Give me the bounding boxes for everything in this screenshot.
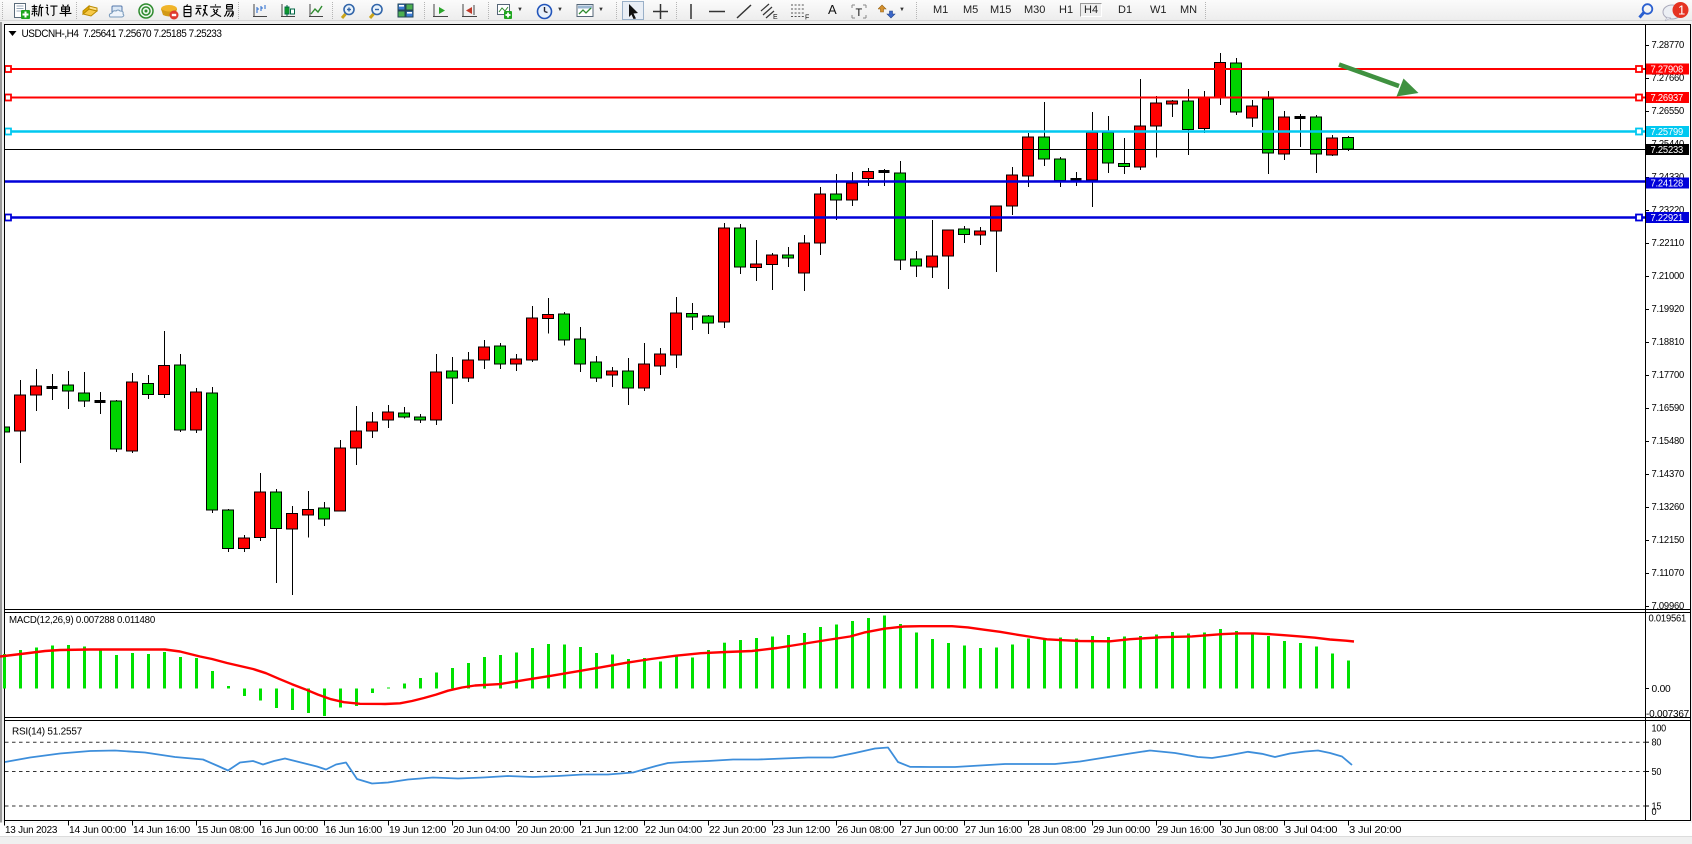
- svg-text:20 Jun 04:00: 20 Jun 04:00: [453, 825, 511, 836]
- svg-text:RSI(14) 51.2557: RSI(14) 51.2557: [12, 727, 83, 738]
- svg-text:16 Jun 00:00: 16 Jun 00:00: [261, 825, 319, 836]
- svg-text:3 Jul 20:00: 3 Jul 20:00: [1349, 825, 1402, 836]
- svg-text:0: 0: [1652, 807, 1658, 818]
- svg-text:7.12150: 7.12150: [1652, 535, 1685, 546]
- svg-text:7.19920: 7.19920: [1652, 304, 1685, 315]
- svg-text:7.15480: 7.15480: [1652, 436, 1685, 447]
- svg-text:27 Jun 00:00: 27 Jun 00:00: [901, 825, 959, 836]
- svg-text:E: E: [773, 14, 778, 20]
- svg-text:7.13260: 7.13260: [1652, 502, 1685, 513]
- svg-text:7.22110: 7.22110: [1652, 238, 1685, 249]
- svg-text:7.25799: 7.25799: [1651, 127, 1684, 138]
- svg-text:29 Jun 16:00: 29 Jun 16:00: [1157, 825, 1215, 836]
- svg-text:F: F: [805, 15, 809, 21]
- svg-text:T: T: [856, 7, 863, 19]
- svg-text:27 Jun 16:00: 27 Jun 16:00: [965, 825, 1023, 836]
- svg-text:7.27660: 7.27660: [1652, 73, 1685, 84]
- svg-text:50: 50: [1652, 767, 1662, 778]
- svg-text:7.14370: 7.14370: [1652, 469, 1685, 480]
- svg-text:7.09960: 7.09960: [1652, 601, 1685, 612]
- svg-text:7.22921: 7.22921: [1651, 213, 1684, 224]
- svg-text:0.00: 0.00: [1652, 684, 1672, 695]
- svg-text:80: 80: [1652, 738, 1662, 749]
- svg-text:100: 100: [1652, 723, 1667, 734]
- svg-text:7.26937: 7.26937: [1651, 93, 1684, 104]
- svg-text:15 Jun 08:00: 15 Jun 08:00: [197, 825, 255, 836]
- svg-text:26 Jun 08:00: 26 Jun 08:00: [837, 825, 895, 836]
- svg-text:7.21000: 7.21000: [1652, 271, 1685, 282]
- svg-text:7.16590: 7.16590: [1652, 403, 1685, 414]
- svg-text:22 Jun 04:00: 22 Jun 04:00: [645, 825, 703, 836]
- svg-text:7.28770: 7.28770: [1652, 40, 1685, 51]
- svg-text:15: 15: [1652, 801, 1662, 812]
- svg-text:1: 1: [1678, 3, 1685, 18]
- svg-text:7.27908: 7.27908: [1651, 65, 1684, 76]
- svg-text:30 Jun 08:00: 30 Jun 08:00: [1221, 825, 1279, 836]
- svg-text:14 Jun 16:00: 14 Jun 16:00: [133, 825, 191, 836]
- svg-text:0.019561: 0.019561: [1649, 614, 1687, 625]
- svg-text:16 Jun 16:00: 16 Jun 16:00: [325, 825, 383, 836]
- svg-text:13 Jun 2023: 13 Jun 2023: [5, 825, 58, 836]
- svg-text:20 Jun 20:00: 20 Jun 20:00: [517, 825, 575, 836]
- svg-text:14 Jun 00:00: 14 Jun 00:00: [69, 825, 127, 836]
- svg-text:3 Jul 04:00: 3 Jul 04:00: [1285, 825, 1338, 836]
- svg-text:7.25233: 7.25233: [1651, 145, 1684, 156]
- svg-text:7.11070: 7.11070: [1652, 568, 1685, 579]
- svg-text:7.26550: 7.26550: [1652, 106, 1685, 117]
- svg-text:7.17700: 7.17700: [1652, 370, 1685, 381]
- svg-text:29 Jun 00:00: 29 Jun 00:00: [1093, 825, 1151, 836]
- svg-text:19 Jun 12:00: 19 Jun 12:00: [389, 825, 447, 836]
- svg-text:-0.007367: -0.007367: [1646, 709, 1690, 720]
- svg-text:22 Jun 20:00: 22 Jun 20:00: [709, 825, 767, 836]
- svg-text:28 Jun 08:00: 28 Jun 08:00: [1029, 825, 1087, 836]
- svg-text:MACD(12,26,9) 0.007288 0.01148: MACD(12,26,9) 0.007288 0.011480: [9, 615, 156, 626]
- svg-text:7.18810: 7.18810: [1652, 337, 1685, 348]
- svg-text:7.24128: 7.24128: [1651, 179, 1684, 190]
- svg-text:USDCNH-,H4 7.25641 7.25670 7.: USDCNH-,H4 7.25641 7.25670 7.25185 7.252…: [22, 28, 222, 40]
- svg-text:7.23220: 7.23220: [1652, 205, 1685, 216]
- svg-text:21 Jun 12:00: 21 Jun 12:00: [581, 825, 639, 836]
- svg-text:23 Jun 12:00: 23 Jun 12:00: [773, 825, 831, 836]
